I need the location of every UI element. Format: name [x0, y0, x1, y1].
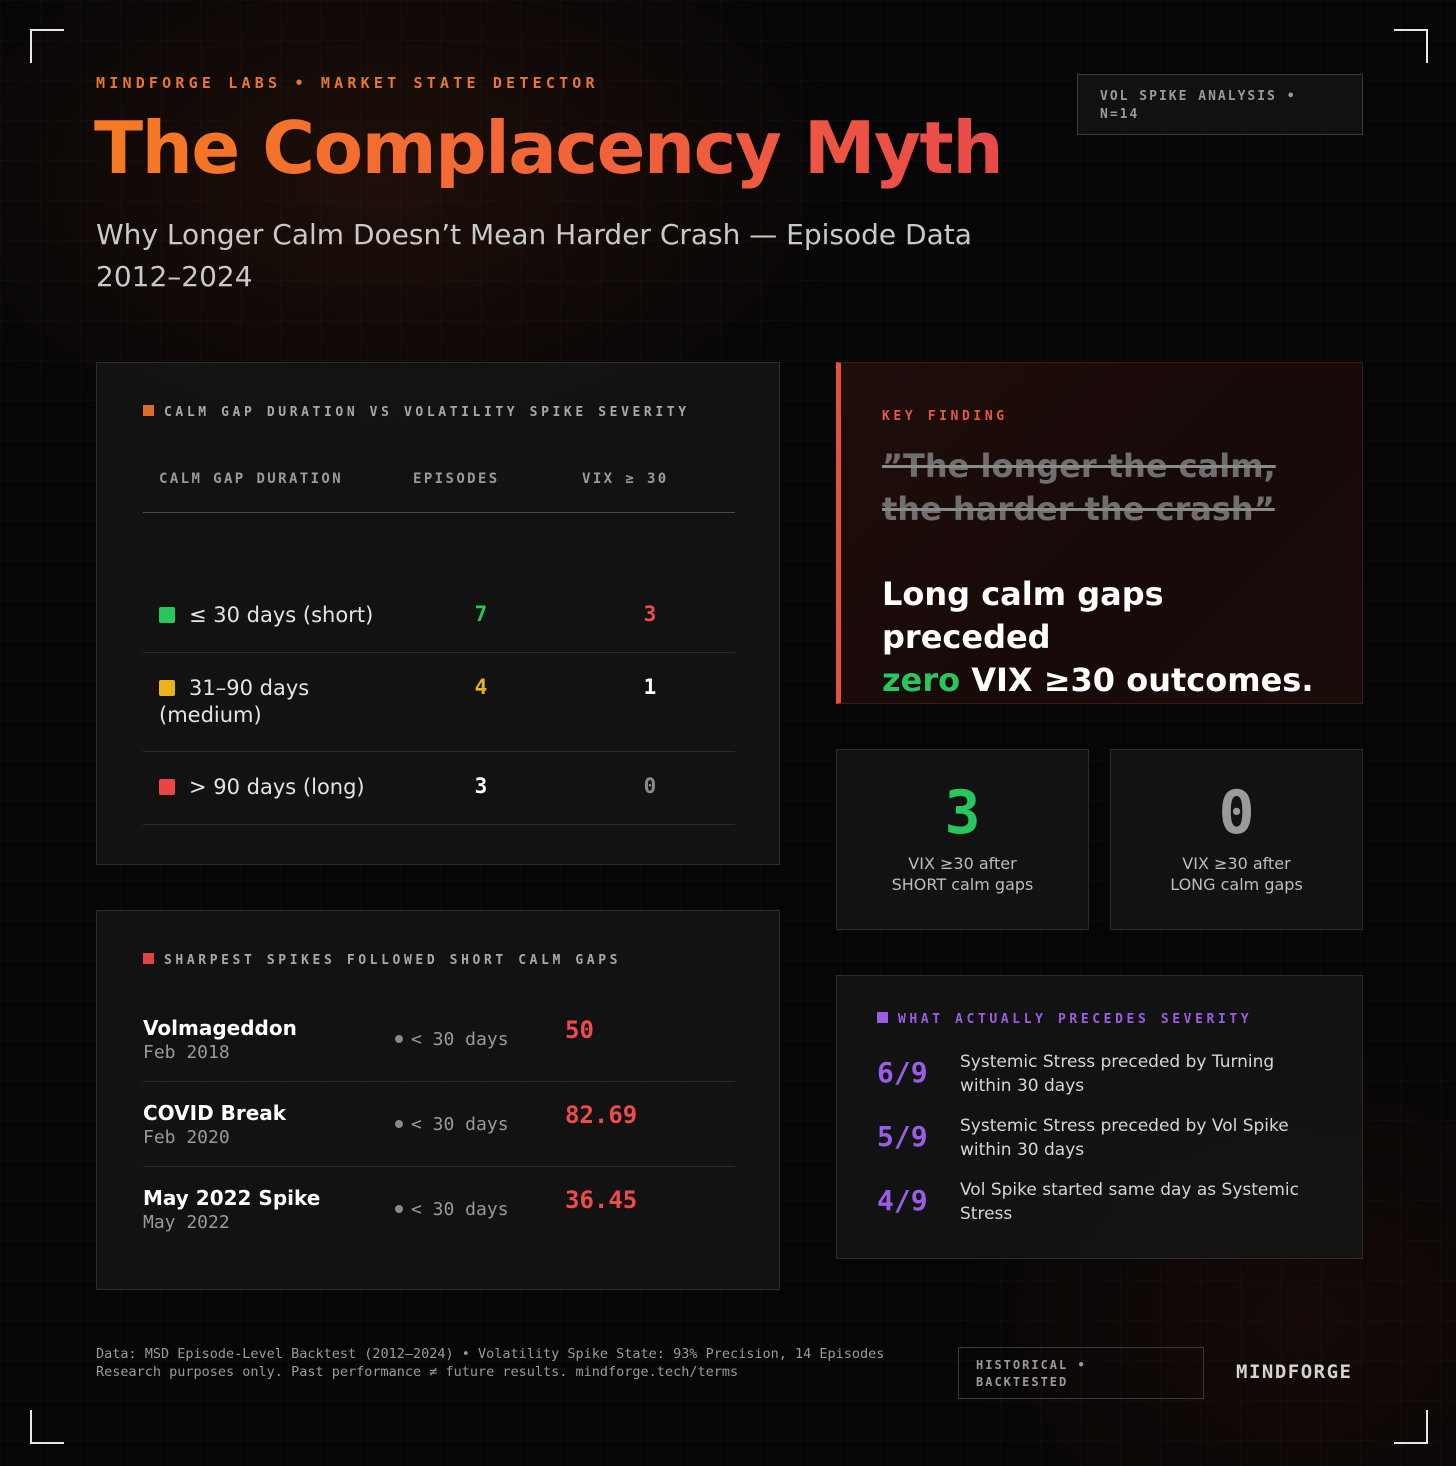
- footer-disclaimer: Research purposes only. Past performance…: [96, 1364, 739, 1380]
- debunked-quote: ”The longer the calm, the harder the cra…: [882, 447, 1276, 528]
- row-divider: [143, 1081, 735, 1082]
- spike-date: Feb 2020: [143, 1127, 230, 1148]
- spike-vix-value: 82.69: [565, 1101, 638, 1129]
- spike-gap-text: < 30 days: [411, 1029, 509, 1050]
- row-divider: [143, 751, 735, 752]
- frame-corner-top-right: [1394, 29, 1428, 63]
- precedes-fraction: 6/9: [877, 1056, 928, 1089]
- header-divider: [143, 512, 735, 513]
- episodes-cell: 4: [474, 675, 488, 699]
- orange-square-icon: [143, 405, 154, 416]
- spike-name: May 2022 Spike: [143, 1186, 321, 1210]
- row-label: 31–90 days (medium): [159, 676, 310, 727]
- footer-data-source: Data: MSD Episode-Level Backtest (2012–2…: [96, 1346, 885, 1362]
- purple-square-icon: [877, 1012, 888, 1023]
- table-panel-label: CALM GAP DURATION VS VOLATILITY SPIKE SE…: [143, 405, 690, 420]
- frame-corner-top-left: [30, 29, 64, 63]
- spike-vix-value: 50: [565, 1016, 594, 1044]
- row-divider: [143, 652, 735, 653]
- red-square-icon: [143, 953, 154, 964]
- bullet-dot-icon: [395, 1035, 403, 1043]
- spike-gap-text: < 30 days: [411, 1199, 509, 1220]
- key-finding-panel: KEY FINDING ”The longer the calm, the ha…: [836, 362, 1363, 704]
- what-precedes-panel: WHAT ACTUALLY PRECEDES SEVERITY 6/9 Syst…: [836, 975, 1363, 1259]
- row-label: > 90 days (long): [189, 775, 365, 799]
- statement-suffix: VIX ≥30 outcomes.: [960, 661, 1314, 699]
- precedes-text: Systemic Stress preceded by Turning with…: [960, 1052, 1275, 1096]
- stat-value: 0: [1218, 778, 1255, 848]
- stat-caption: VIX ≥30 after LONG calm gaps: [1111, 853, 1362, 895]
- statement-highlight: zero: [882, 661, 961, 699]
- spike-name: COVID Break: [143, 1101, 287, 1125]
- key-finding-statement: Long calm gaps preceded zero VIX ≥30 out…: [882, 573, 1332, 702]
- spike-gap: < 30 days: [395, 1199, 509, 1220]
- precedes-text: Systemic Stress preceded by Vol Spike wi…: [960, 1116, 1289, 1160]
- episodes-cell: 7: [474, 602, 488, 626]
- brand-logo: MINDFORGE: [1236, 1361, 1353, 1383]
- table-row-long: > 90 days (long): [159, 774, 365, 801]
- spike-name: Volmageddon: [143, 1016, 297, 1040]
- stat-caption-line: SHORT calm gaps: [891, 875, 1034, 894]
- spike-gap: < 30 days: [395, 1029, 509, 1050]
- stat-long-gaps: 0 VIX ≥30 after LONG calm gaps: [1110, 749, 1363, 930]
- column-header-duration: CALM GAP DURATION: [159, 471, 344, 487]
- spike-date: Feb 2018: [143, 1042, 230, 1063]
- spike-gap-text: < 30 days: [411, 1114, 509, 1135]
- stat-short-gaps: 3 VIX ≥30 after SHORT calm gaps: [836, 749, 1089, 930]
- red-square-icon: [159, 779, 175, 795]
- statement-prefix: Long calm gaps preceded: [882, 575, 1164, 656]
- frame-corner-bottom-right: [1394, 1410, 1428, 1444]
- spike-gap: < 30 days: [395, 1114, 509, 1135]
- key-finding-label: KEY FINDING: [882, 409, 1008, 424]
- stat-caption-line: VIX ≥30 after: [908, 854, 1017, 873]
- stat-value: 3: [944, 778, 981, 848]
- precedes-fraction: 5/9: [877, 1120, 928, 1153]
- precedes-label-text: WHAT ACTUALLY PRECEDES SEVERITY: [898, 1012, 1253, 1027]
- spikes-label-text: SHARPEST SPIKES FOLLOWED SHORT CALM GAPS: [164, 953, 622, 968]
- footer-notes: Data: MSD Episode-Level Backtest (2012–2…: [96, 1345, 916, 1381]
- calm-gap-table-panel: CALM GAP DURATION VS VOLATILITY SPIKE SE…: [96, 362, 780, 865]
- table-label-text: CALM GAP DURATION VS VOLATILITY SPIKE SE…: [164, 405, 690, 420]
- yellow-square-icon: [159, 680, 175, 696]
- page-title: The Complacency Myth: [94, 106, 1004, 190]
- vix-cell: 0: [643, 774, 657, 798]
- spike-vix-value: 36.45: [565, 1186, 638, 1214]
- historical-badge: HISTORICAL • BACKTESTED: [958, 1347, 1204, 1399]
- green-square-icon: [159, 607, 175, 623]
- row-label: ≤ 30 days (short): [189, 603, 374, 627]
- row-divider: [143, 1166, 735, 1167]
- precedes-text: Vol Spike started same day as Systemic S…: [960, 1180, 1300, 1224]
- spike-date: May 2022: [143, 1212, 230, 1233]
- analysis-badge: VOL SPIKE ANALYSIS • N=14: [1077, 74, 1363, 135]
- stat-caption-line: VIX ≥30 after: [1182, 854, 1291, 873]
- column-header-vix: VIX ≥ 30: [582, 471, 669, 487]
- column-header-episodes: EPISODES: [413, 471, 500, 487]
- frame-corner-bottom-left: [30, 1410, 64, 1444]
- vix-cell: 3: [643, 602, 657, 626]
- bullet-dot-icon: [395, 1205, 403, 1213]
- table-row-short: ≤ 30 days (short): [159, 602, 373, 629]
- row-divider: [143, 824, 735, 825]
- table-row-medium: 31–90 days (medium): [159, 675, 359, 729]
- bullet-dot-icon: [395, 1120, 403, 1128]
- stat-caption: VIX ≥30 after SHORT calm gaps: [837, 853, 1088, 895]
- vix-cell: 1: [643, 675, 657, 699]
- eyebrow: MINDFORGE LABS • MARKET STATE DETECTOR: [96, 74, 599, 92]
- sharpest-spikes-panel: SHARPEST SPIKES FOLLOWED SHORT CALM GAPS…: [96, 910, 780, 1290]
- precedes-fraction: 4/9: [877, 1184, 928, 1217]
- stat-caption-line: LONG calm gaps: [1170, 875, 1303, 894]
- precedes-panel-label: WHAT ACTUALLY PRECEDES SEVERITY: [877, 1012, 1252, 1027]
- spikes-panel-label: SHARPEST SPIKES FOLLOWED SHORT CALM GAPS: [143, 953, 621, 968]
- page-subtitle: Why Longer Calm Doesn’t Mean Harder Cras…: [96, 218, 972, 293]
- episodes-cell: 3: [474, 774, 488, 798]
